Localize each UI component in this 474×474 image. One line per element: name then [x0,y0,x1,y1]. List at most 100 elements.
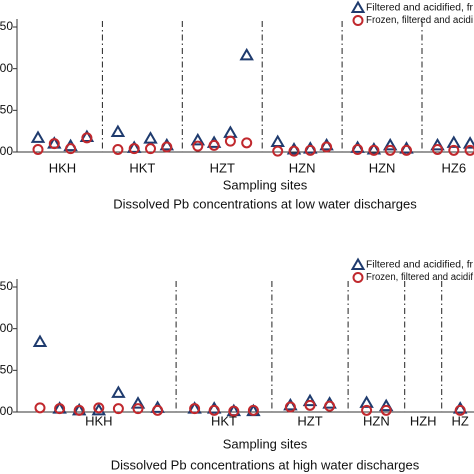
triangle-marker [32,334,48,347]
group-label: HZ6 [442,160,467,175]
y-tick-label: 0.00 [0,144,13,158]
group-label: HKT [211,413,237,428]
triangle-marker [378,398,394,412]
circle-marker [132,403,144,415]
triangle-marker [283,397,298,411]
circle-marker [48,138,60,150]
triangle-marker [79,129,95,142]
group-label: HKH [85,413,112,428]
x-axis-label: Sampling sites [223,177,308,192]
triangle-marker [30,130,46,143]
triangle-marker [350,140,365,153]
circle-marker [304,144,316,156]
group-label: HZN [289,160,316,175]
x-axis-label: Sampling sites [223,436,308,451]
circle-marker [54,403,66,415]
triangle-marker [430,137,445,151]
triangle-marker [91,402,107,416]
triangle-marker [110,124,126,137]
triangle-marker [350,0,366,13]
triangle-marker [366,142,382,155]
legend-label: Frozen, filtered and acidif [366,272,473,283]
circle-marker [93,402,105,414]
legend-label: Filtered and acidified, fr [366,3,474,14]
group-label: HKT [129,160,155,175]
y-tick-label: 1.00 [0,321,13,335]
circle-marker [228,405,240,417]
group-label: HZN [369,160,396,175]
y-tick-label: 0.00 [0,404,13,418]
triangle-marker [130,396,146,409]
group-label: HZT [210,160,235,175]
circle-marker [189,403,201,415]
y-tick-label: 1.00 [0,61,13,75]
triangle-marker [399,141,414,154]
circle-marker [324,400,336,412]
triangle-marker [319,137,334,151]
circle-marker [368,144,380,156]
circle-marker [208,139,220,151]
circle-marker [284,401,296,413]
y-tick-label: 1.50 [0,279,13,293]
circle-marker [380,404,392,416]
triangle-marker [382,137,398,151]
group-label: HKH [49,160,76,175]
triangle-marker [350,257,366,270]
circle-marker [128,143,140,155]
circle-marker [432,144,443,155]
circle-marker [73,404,85,416]
circle-marker [34,402,46,414]
circle-marker [401,144,412,156]
chart-title: Dissolved Pb concentrations at low water… [113,196,417,211]
triangle-marker [302,393,318,407]
triangle-marker [143,131,158,144]
chart-title: Dissolved Pb concentrations at high wate… [111,457,420,472]
triangle-marker [206,401,222,414]
triangle-marker [286,142,302,155]
circle-marker [384,144,396,156]
circle-marker [81,132,93,144]
circle-marker [454,404,466,416]
circle-marker [272,145,284,157]
group-label: HZH [410,413,437,428]
triangle-marker [190,132,206,146]
triangle-marker [270,134,285,147]
group-label: HZN [363,413,390,428]
circle-marker [112,144,124,155]
circle-marker [352,144,364,155]
circle-marker [241,137,253,149]
triangle-marker [159,137,175,151]
circle-marker [192,140,204,152]
circle-marker [352,272,364,283]
triangle-marker [223,125,238,138]
circle-marker [448,144,460,156]
circle-marker [464,144,474,156]
circle-marker [161,141,173,153]
circle-marker [32,144,44,155]
triangle-marker [111,385,126,398]
y-tick-label: 0.50 [0,363,13,377]
group-label: HZ [452,413,469,428]
y-tick-label: 0.50 [0,103,13,117]
triangle-marker [303,141,318,154]
y-tick-label: 1.50 [0,19,13,33]
circle-marker [208,404,220,416]
legend-label: Frozen, filtered and acidi [366,15,473,26]
triangle-marker [126,140,142,153]
circle-marker [224,135,236,147]
triangle-marker [462,136,474,149]
circle-marker [65,143,77,155]
circle-marker [288,145,300,157]
legend-label: Filtered and acidified, fr [366,260,474,271]
circle-marker [145,143,156,155]
circle-marker [304,399,316,411]
circle-marker [152,404,164,416]
circle-marker [112,403,124,415]
circle-marker [247,404,259,416]
circle-marker [361,404,373,416]
triangle-marker [452,401,468,414]
circle-marker [352,15,364,26]
triangle-marker [239,47,254,61]
circle-marker [321,141,333,153]
